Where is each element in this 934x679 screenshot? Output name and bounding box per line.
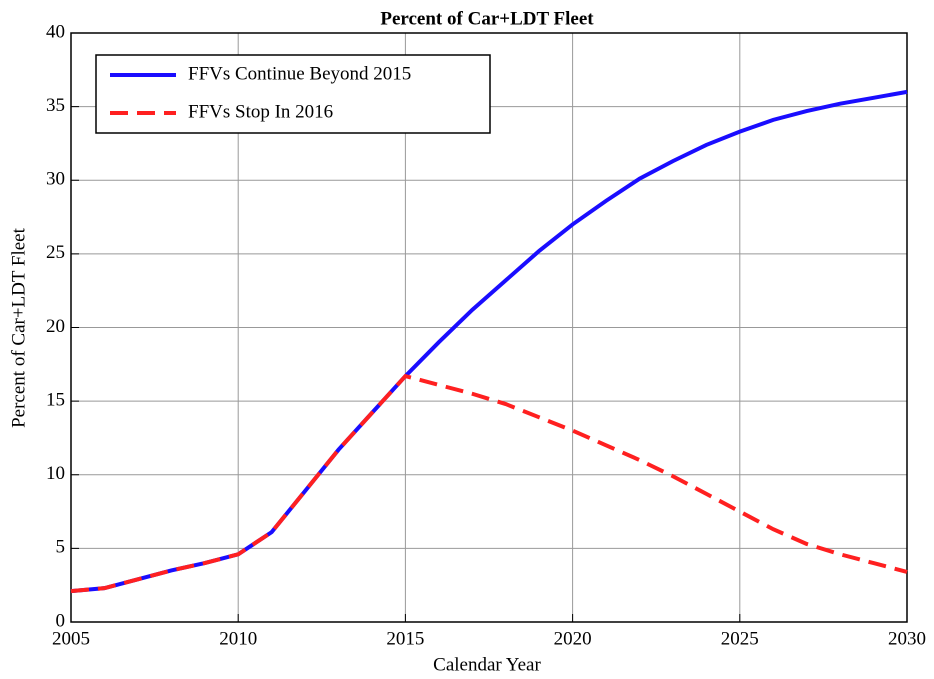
legend-label: FFVs Stop In 2016: [188, 101, 333, 122]
line-series: [70, 373, 908, 594]
chart-title: Percent of Car+LDT Fleet: [380, 8, 594, 29]
x-tick-label: 2020: [554, 628, 592, 649]
legend-box: [95, 54, 491, 134]
plot-frame: [70, 32, 908, 623]
y-tick-label: 10: [46, 463, 65, 484]
y-tick-label: 30: [46, 169, 65, 190]
y-tick-label: 35: [46, 95, 65, 116]
y-tick-label: 5: [56, 537, 66, 558]
y-tick-label: 25: [46, 242, 65, 263]
x-tick-label: 2030: [888, 628, 926, 649]
y-axis-label: Percent of Car+LDT Fleet: [8, 227, 29, 427]
x-tick-label: 2005: [52, 628, 90, 649]
x-tick-label: 2025: [721, 628, 759, 649]
line-series: [70, 89, 908, 594]
x-axis-label: Calendar Year: [433, 654, 541, 675]
x-tick-label: 2015: [386, 628, 424, 649]
x-tick-label: 2010: [219, 628, 257, 649]
y-tick-label: 15: [46, 389, 65, 410]
y-tick-label: 20: [46, 316, 65, 337]
y-tick-label: 40: [46, 21, 65, 42]
y-tick-label: 0: [56, 610, 66, 631]
legend-label: FFVs Continue Beyond 2015: [188, 63, 411, 84]
